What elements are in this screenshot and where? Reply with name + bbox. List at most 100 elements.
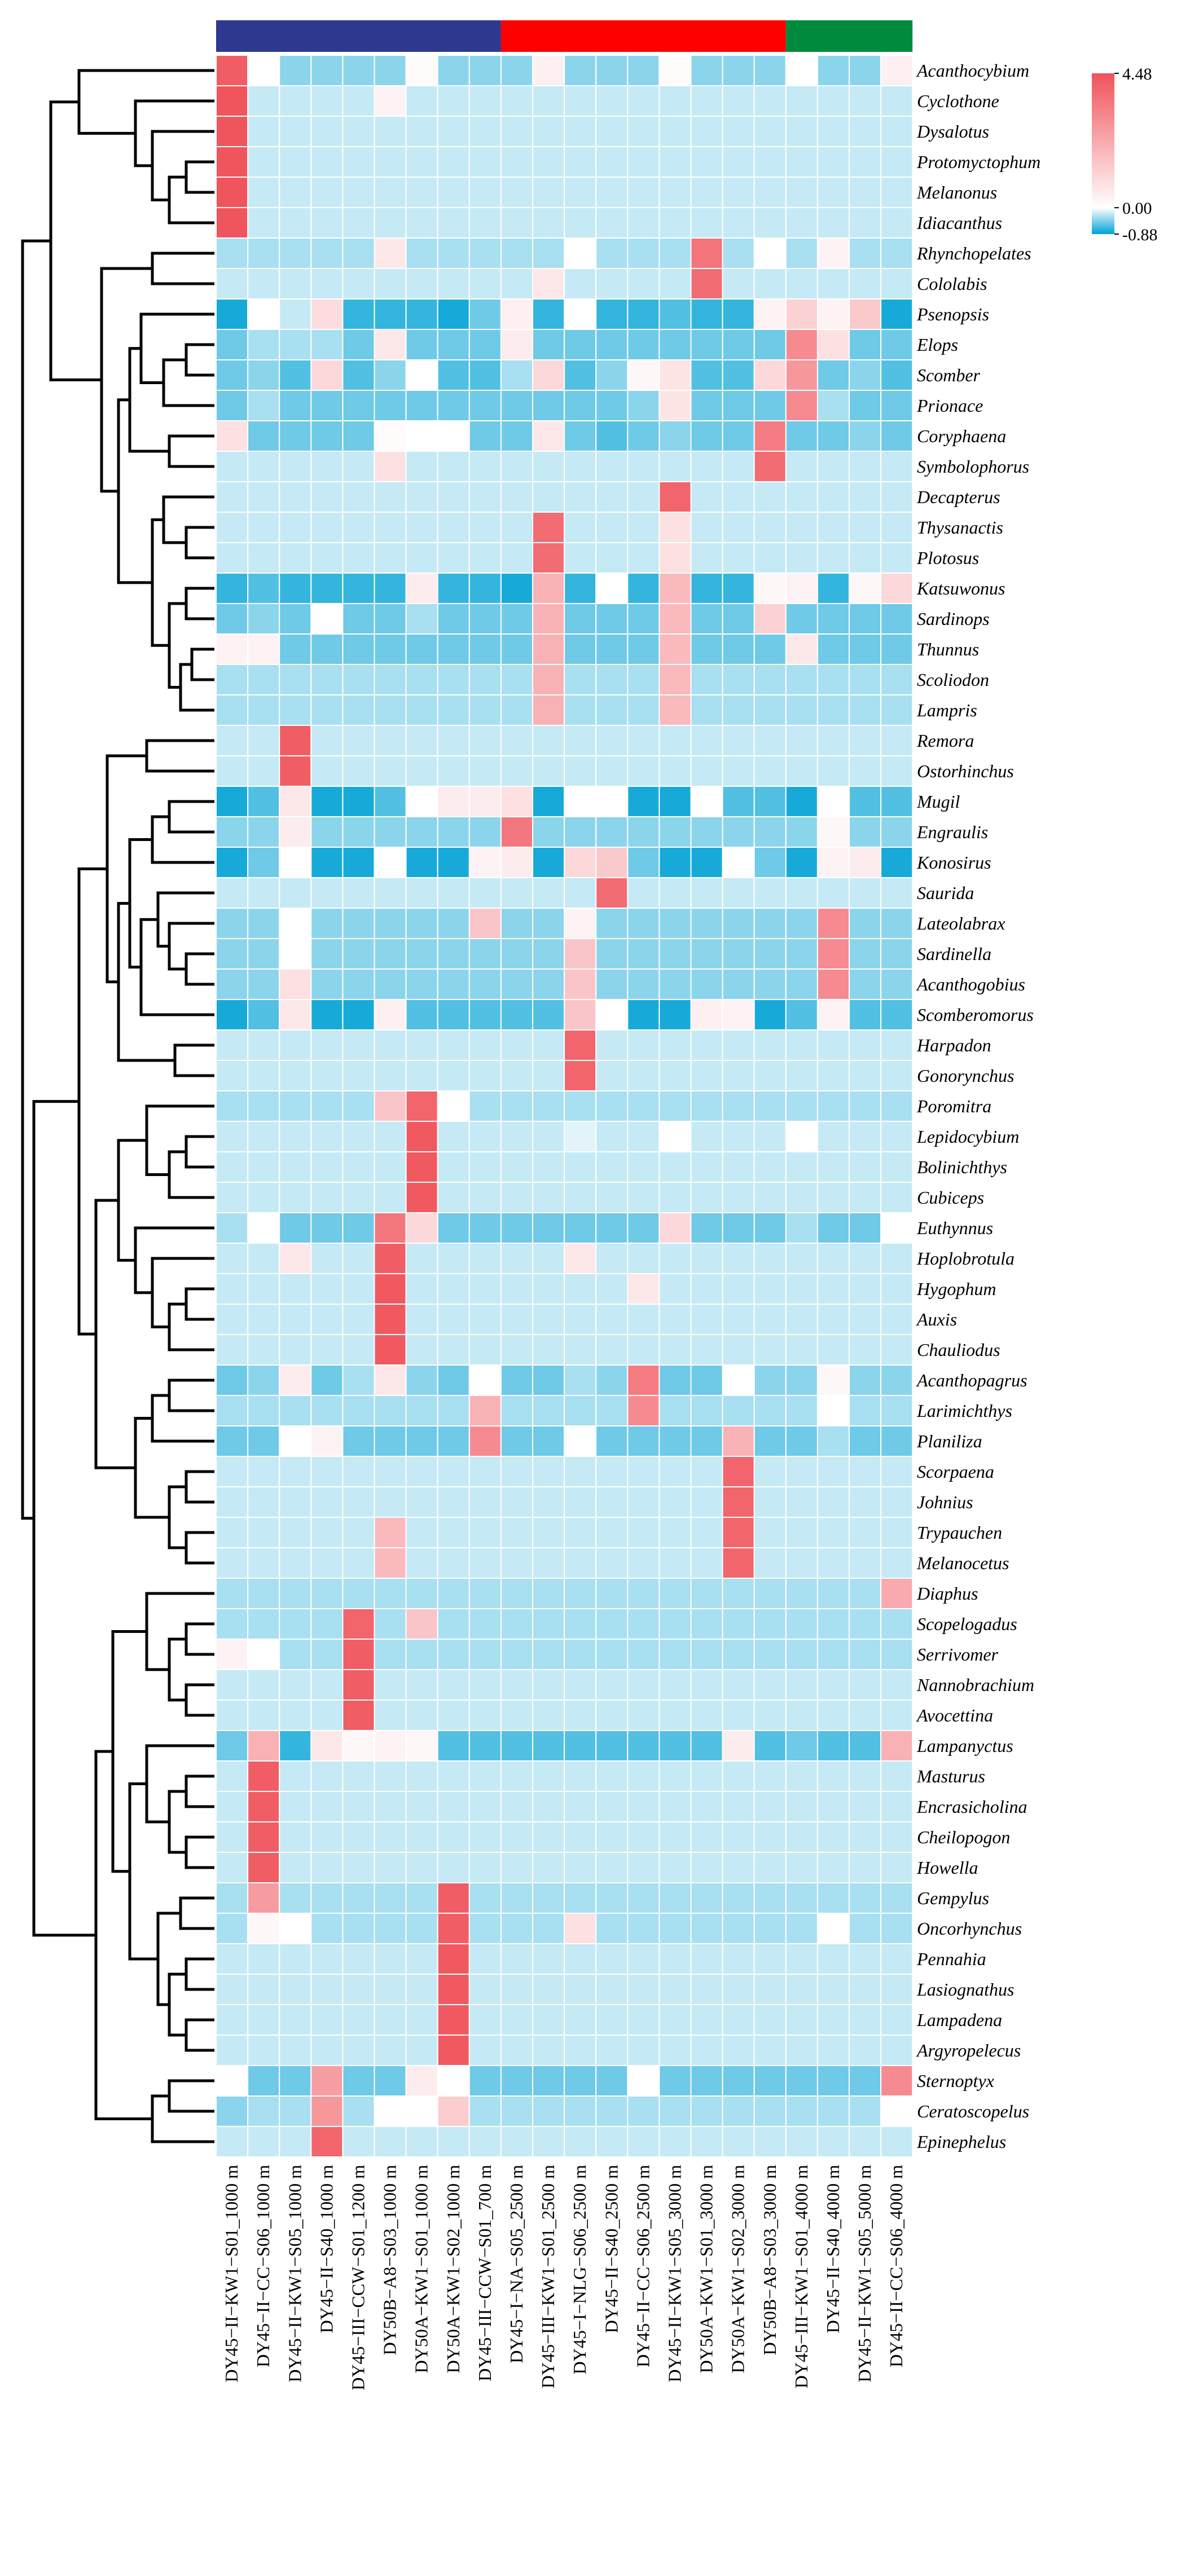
heatmap-cell [500, 694, 534, 726]
heatmap-cell [468, 1364, 502, 1396]
heatmap-cell [247, 1090, 280, 1122]
heatmap-cell [880, 573, 914, 604]
heatmap-cell [437, 1029, 470, 1061]
heatmap-cell [753, 1852, 787, 1883]
heatmap-cell [690, 237, 723, 269]
heatmap-cell [310, 1547, 344, 1579]
heatmap-cell [342, 1273, 375, 1305]
heatmap-cell [595, 664, 629, 695]
heatmap-cell [595, 329, 629, 360]
heatmap-cell [785, 2004, 818, 2036]
heatmap-cell [374, 1730, 407, 1762]
heatmap-cell [595, 1486, 629, 1518]
heatmap-cell [690, 603, 723, 635]
heatmap-cell [722, 1182, 755, 1213]
column-label: DY50A−KW1−S01_3000 m [696, 2165, 717, 2374]
heatmap-cell [785, 1486, 818, 1518]
heatmap-cell [816, 1151, 850, 1183]
heatmap-cell [310, 1608, 344, 1640]
heatmap-cell [753, 725, 787, 756]
heatmap-cell [880, 1273, 914, 1305]
heatmap-cell [279, 177, 312, 208]
heatmap-cell [564, 116, 597, 147]
heatmap-cell [500, 1639, 534, 1670]
heatmap-cell [532, 1425, 565, 1457]
heatmap-cell [532, 786, 565, 817]
heatmap-cell [405, 633, 438, 665]
heatmap-cell [690, 2004, 723, 2036]
heatmap-cell [342, 1151, 375, 1183]
heatmap-cell [722, 1669, 755, 1701]
heatmap-cell [279, 725, 312, 756]
heatmap-cell [753, 1090, 787, 1122]
heatmap-cell [785, 603, 818, 635]
dendrogram-branch [185, 1287, 214, 1321]
heatmap-cell [816, 2065, 850, 2097]
heatmap-cell [753, 1608, 787, 1640]
heatmap-cell [785, 1699, 818, 1731]
heatmap-cell [342, 847, 375, 878]
heatmap-cell [595, 1913, 629, 1944]
heatmap-cell [627, 512, 660, 543]
heatmap-cell [627, 1212, 660, 1244]
heatmap-cell [690, 1608, 723, 1640]
heatmap-cell [342, 725, 375, 756]
row-label: Gempylus [917, 1888, 989, 1908]
heatmap-cell [785, 908, 818, 939]
heatmap-cell [816, 664, 850, 695]
heatmap-cell [468, 573, 502, 604]
heatmap-cell [627, 177, 660, 208]
heatmap-cell [880, 1821, 914, 1853]
heatmap-cell [785, 359, 818, 391]
heatmap-cell [310, 816, 344, 848]
heatmap-cell [500, 512, 534, 543]
heatmap-cell [880, 786, 914, 817]
heatmap-cell [279, 1943, 312, 1975]
heatmap-cell [658, 298, 692, 330]
dendrogram-branch [168, 1302, 214, 1351]
heatmap-cell [310, 420, 344, 452]
color-legend: 4.480.00-0.88 [1092, 65, 1158, 244]
heatmap-cell [880, 1730, 914, 1762]
heatmap-cell [216, 1182, 249, 1213]
heatmap-cell [785, 1425, 818, 1457]
heatmap-cell [500, 847, 534, 878]
heatmap-cell [532, 1699, 565, 1731]
row-label: Encrasicholina [916, 1796, 1027, 1817]
column-label: DY50A−KW1−S02_1000 m [443, 2165, 463, 2374]
heatmap-cell [532, 177, 565, 208]
heatmap-cell [595, 1243, 629, 1274]
heatmap-cell [374, 938, 407, 970]
heatmap-cell [437, 1486, 470, 1518]
heatmap-cell [627, 1395, 660, 1426]
heatmap-cell [753, 451, 787, 482]
row-label: Prionace [916, 395, 983, 416]
heatmap-cell [310, 2065, 344, 2097]
heatmap-cell [627, 1608, 660, 1640]
heatmap-cell [405, 2095, 438, 2127]
heatmap-cell [595, 1882, 629, 1914]
heatmap-cell [437, 512, 470, 543]
heatmap-cell [880, 2035, 914, 2066]
heatmap-cell [500, 1943, 534, 1975]
heatmap-cell [216, 1578, 249, 1609]
heatmap-cell [247, 847, 280, 878]
heatmap-cell [564, 938, 597, 970]
heatmap-cell [342, 1943, 375, 1975]
heatmap-cell [279, 1882, 312, 1914]
heatmap-cell [500, 1121, 534, 1152]
heatmap-cell [342, 1699, 375, 1731]
heatmap-cell [279, 1060, 312, 1091]
dendrogram-branch [185, 526, 214, 560]
heatmap-cell [595, 1547, 629, 1579]
heatmap-cell [374, 1943, 407, 1975]
heatmap-cell [247, 1547, 280, 1579]
heatmap-cell [216, 1425, 249, 1457]
dendrogram-branch [185, 1835, 214, 1869]
heatmap-cell [880, 938, 914, 970]
heatmap-cell [785, 1151, 818, 1183]
heatmap-cell [374, 1090, 407, 1122]
heatmap-cell [342, 512, 375, 543]
heatmap-cell [247, 1425, 280, 1457]
heatmap-cell [468, 816, 502, 848]
